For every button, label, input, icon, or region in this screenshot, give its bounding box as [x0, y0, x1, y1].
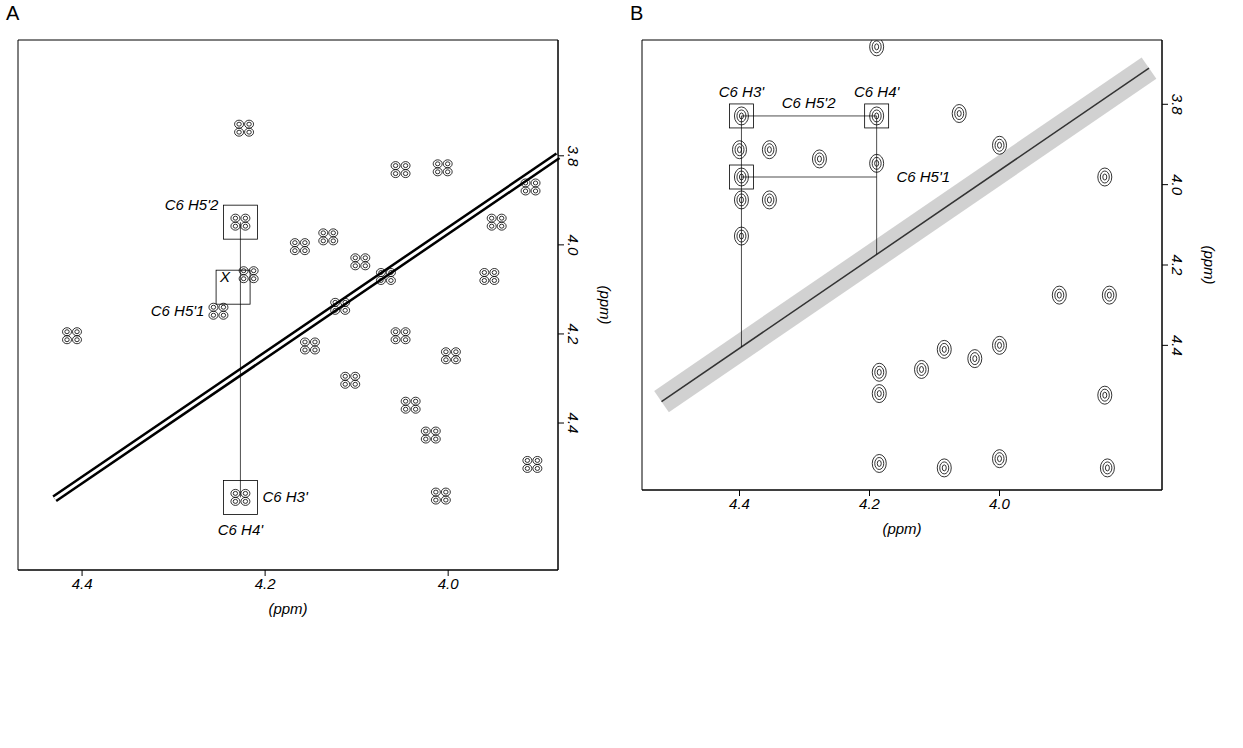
svg-text:C6 H4': C6 H4'	[218, 521, 265, 538]
svg-text:4.0: 4.0	[565, 234, 582, 256]
svg-text:4.0: 4.0	[989, 495, 1011, 512]
svg-text:X: X	[219, 268, 231, 285]
svg-text:3.8: 3.8	[565, 145, 582, 167]
svg-text:4.0: 4.0	[438, 575, 460, 592]
svg-text:4.2: 4.2	[565, 324, 582, 346]
svg-text:C6 H3': C6 H3'	[262, 488, 309, 505]
svg-text:(ppm): (ppm)	[1201, 245, 1218, 284]
svg-text:4.2: 4.2	[859, 495, 881, 512]
html-text:B: B	[630, 2, 644, 24]
svg-text:C6 H5'1: C6 H5'1	[896, 168, 950, 185]
html-text:A: A	[6, 2, 20, 24]
svg-text:(ppm): (ppm)	[268, 600, 307, 617]
svg-text:C6 H5'2: C6 H5'2	[165, 196, 219, 213]
svg-text:4.4: 4.4	[1169, 335, 1186, 356]
svg-text:C6 H5'1: C6 H5'1	[151, 302, 205, 319]
svg-text:4.4: 4.4	[729, 495, 750, 512]
svg-text:C6 H5'2: C6 H5'2	[782, 94, 836, 111]
svg-text:C6 H4': C6 H4'	[854, 83, 901, 100]
svg-text:(ppm): (ppm)	[882, 520, 921, 537]
svg-text:3.8: 3.8	[1169, 94, 1186, 116]
svg-text:4.2: 4.2	[1169, 255, 1186, 277]
svg-text:4.4: 4.4	[72, 575, 93, 592]
svg-text:4.2: 4.2	[255, 575, 277, 592]
svg-text:(ppm): (ppm)	[597, 285, 614, 324]
svg-text:4.0: 4.0	[1169, 174, 1186, 196]
svg-text:4.4: 4.4	[565, 413, 582, 434]
svg-text:C6 H3': C6 H3'	[719, 83, 766, 100]
